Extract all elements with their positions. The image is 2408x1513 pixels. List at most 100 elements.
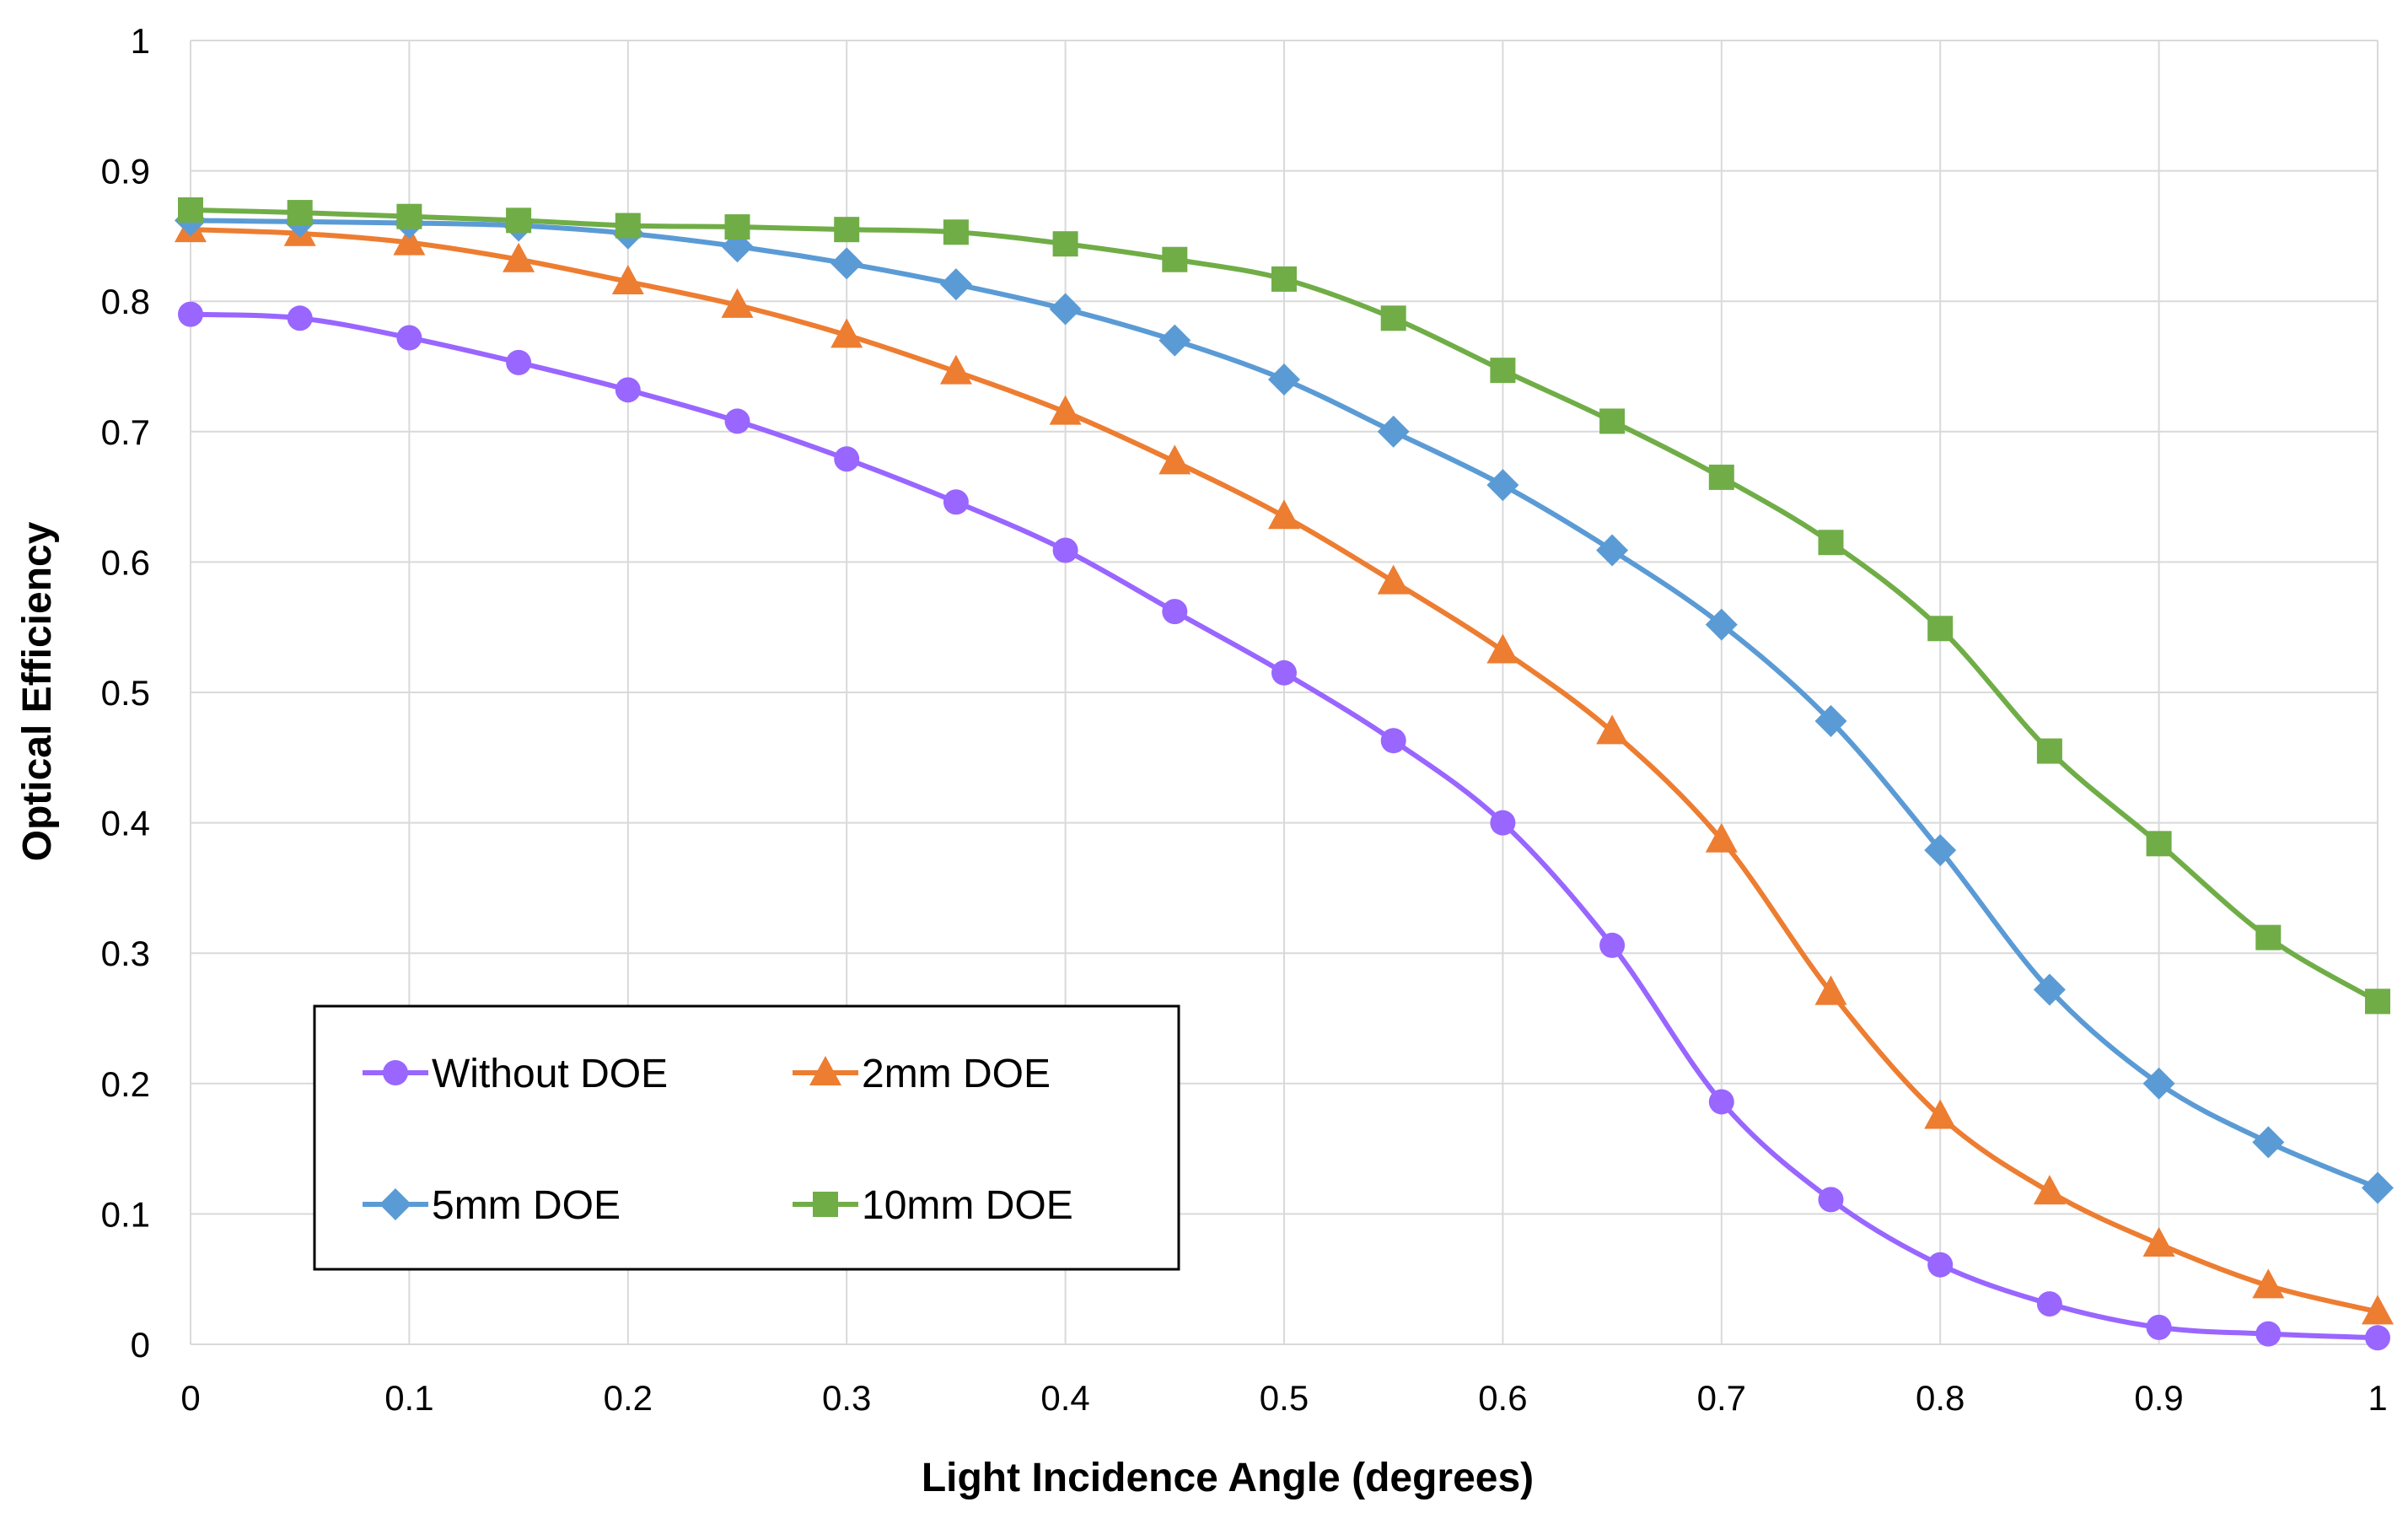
legend-marker-diamond <box>379 1188 411 1220</box>
data-point-triangle <box>2252 1268 2285 1299</box>
gridlines <box>190 40 2378 1345</box>
data-point-triangle <box>1377 564 1410 595</box>
data-point-diamond <box>1158 324 1191 357</box>
data-point-circle <box>396 325 422 351</box>
data-point-triangle <box>830 318 863 348</box>
x-tick-label: 0.3 <box>822 1378 871 1418</box>
x-tick-label: 0.5 <box>1260 1378 1309 1418</box>
y-tick-label: 0 <box>131 1325 150 1365</box>
data-point-diamond <box>2362 1171 2394 1204</box>
data-point-square <box>1818 530 1844 556</box>
data-point-triangle <box>2142 1226 2175 1257</box>
x-tick-label: 0.7 <box>1697 1378 1746 1418</box>
data-point-triangle <box>1486 633 1519 664</box>
y-tick-label: 0.7 <box>101 412 150 452</box>
data-point-triangle <box>1268 499 1300 530</box>
y-tick-label: 0.3 <box>101 934 150 973</box>
legend-label: 2mm DOE <box>862 1052 1051 1096</box>
data-point-circle <box>506 349 532 375</box>
series-2mm-doe <box>175 213 2394 1325</box>
data-point-square <box>1162 246 1188 272</box>
x-tick-label: 0.2 <box>604 1378 653 1418</box>
data-point-square <box>287 200 313 226</box>
x-tick-label: 0 <box>180 1378 200 1418</box>
y-tick-label: 0.8 <box>101 282 150 321</box>
legend-label: Without DOE <box>432 1052 668 1096</box>
data-point-diamond <box>830 247 863 280</box>
data-point-circle <box>2365 1325 2390 1351</box>
data-point-square <box>1927 616 1954 642</box>
data-point-triangle <box>1814 975 1847 1005</box>
x-tick-label: 0.9 <box>2134 1378 2183 1418</box>
data-point-square <box>1271 266 1297 292</box>
data-point-diamond <box>2252 1126 2285 1159</box>
data-point-square <box>615 213 641 239</box>
data-point-diamond <box>2142 1067 2175 1100</box>
y-tick-label: 0.4 <box>101 804 150 843</box>
data-point-square <box>1052 231 1078 257</box>
data-point-circle <box>1490 810 1516 836</box>
legend-item: 2mm DOE <box>793 1052 1051 1096</box>
series-line <box>190 227 2378 1315</box>
data-point-square <box>1380 305 1406 331</box>
legend-item: 10mm DOE <box>793 1183 1073 1228</box>
y-tick-label: 0.1 <box>101 1194 150 1234</box>
data-point-circle <box>2146 1314 2172 1340</box>
data-point-diamond <box>1049 293 1082 326</box>
data-point-triangle <box>2033 1175 2066 1205</box>
data-series <box>175 197 2394 1351</box>
data-point-circle <box>1927 1252 1954 1278</box>
x-axis-title: Light Incidence Angle (degrees) <box>922 1456 1534 1500</box>
data-point-diamond <box>1377 415 1410 448</box>
series-10mm-doe <box>178 197 2390 1015</box>
data-point-triangle <box>939 354 972 385</box>
data-point-triangle <box>1596 714 1629 745</box>
data-point-diamond <box>1814 705 1847 738</box>
data-point-circle <box>1708 1089 1734 1115</box>
y-axis-title: Optical Efficiency <box>15 521 60 861</box>
data-point-circle <box>178 301 203 327</box>
data-point-triangle <box>611 265 644 295</box>
data-point-circle <box>1271 660 1297 686</box>
data-point-triangle <box>2362 1295 2394 1325</box>
y-tick-label: 1 <box>131 21 150 61</box>
y-tick-label: 0.2 <box>101 1064 150 1104</box>
data-point-circle <box>2036 1291 2062 1317</box>
data-point-triangle <box>721 288 754 318</box>
data-point-square <box>1599 408 1626 434</box>
data-point-square <box>2146 831 2172 857</box>
legend-box <box>313 1004 1180 1271</box>
data-point-triangle <box>1924 1099 1957 1129</box>
x-tick-label: 0.8 <box>1916 1378 1965 1418</box>
series-without-doe <box>178 301 2390 1351</box>
data-point-triangle <box>1049 395 1082 425</box>
data-point-square <box>2365 988 2390 1015</box>
x-tick-label: 0.1 <box>384 1378 433 1418</box>
tick-labels: 0 0.1 0.2 0.3 0.4 0.5 0.6 0.7 0.8 0.9 1 0 0.1 0.2 0.3 0… <box>101 21 2388 1418</box>
legend: Without DOE 2mm DOE 5mm DOE 10mm DOE <box>313 1004 1180 1271</box>
data-point-triangle <box>1158 444 1191 475</box>
data-point-square <box>943 219 969 245</box>
y-tick-label: 0.9 <box>101 152 150 191</box>
data-point-triangle <box>1705 822 1738 853</box>
data-point-diamond <box>1268 363 1300 396</box>
data-point-circle <box>615 377 641 403</box>
data-point-square <box>396 203 422 229</box>
data-point-triangle <box>393 225 426 256</box>
legend-label: 5mm DOE <box>432 1183 621 1228</box>
data-point-square <box>506 207 532 234</box>
data-point-circle <box>1162 599 1188 625</box>
data-point-square <box>2036 738 2062 764</box>
data-point-diamond <box>1705 608 1738 641</box>
data-point-triangle <box>503 242 535 272</box>
data-point-square <box>2255 924 2282 950</box>
data-point-diamond <box>1924 834 1957 867</box>
legend-marker-triangle <box>809 1056 841 1085</box>
data-point-diamond <box>1596 534 1629 567</box>
legend-marker-square <box>813 1192 838 1217</box>
data-point-square <box>178 197 203 223</box>
series-line <box>190 311 2378 1341</box>
x-tick-label: 1 <box>2368 1378 2387 1418</box>
data-point-diamond <box>1486 469 1519 502</box>
